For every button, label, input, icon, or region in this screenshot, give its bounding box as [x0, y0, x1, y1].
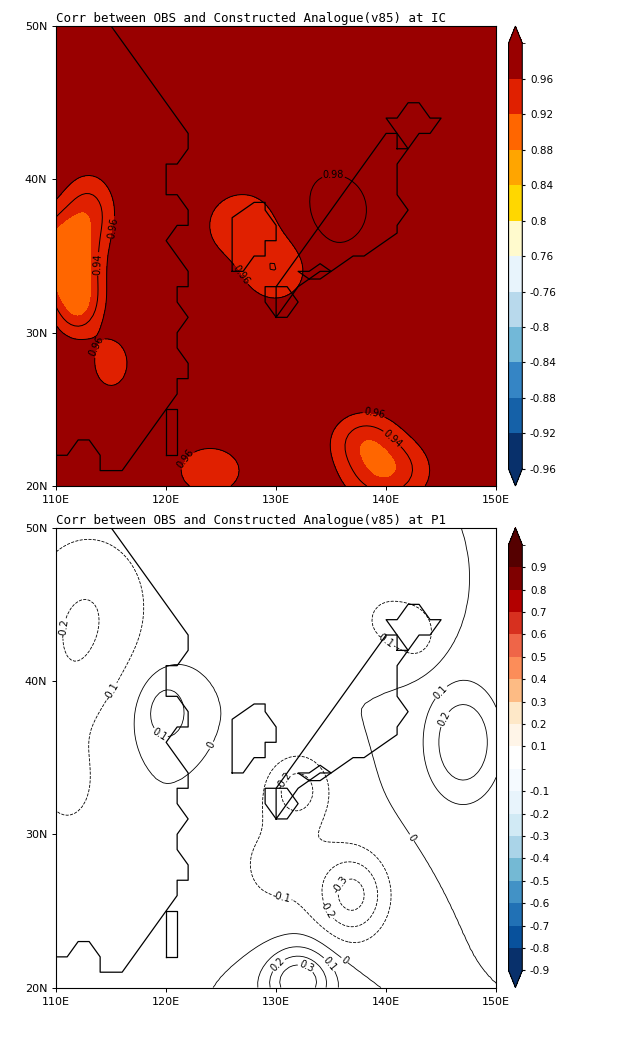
Text: 0.96: 0.96 [175, 447, 196, 470]
Text: -0.2: -0.2 [318, 900, 336, 921]
PathPatch shape [509, 26, 522, 43]
Text: -0.1: -0.1 [271, 889, 292, 904]
Text: 0.2: 0.2 [436, 710, 452, 728]
Text: 0.96: 0.96 [363, 407, 386, 421]
Text: 0.96: 0.96 [87, 334, 106, 358]
Text: -0.2: -0.2 [275, 770, 294, 791]
Text: -0.1: -0.1 [102, 681, 120, 702]
PathPatch shape [509, 469, 522, 486]
PathPatch shape [509, 971, 522, 988]
Text: 0.96: 0.96 [231, 263, 251, 286]
Text: 0.1: 0.1 [432, 683, 449, 701]
Text: 0.96: 0.96 [107, 216, 120, 239]
Text: -0.1: -0.1 [374, 631, 396, 650]
Text: 0: 0 [339, 954, 350, 966]
Text: -0.3: -0.3 [331, 875, 350, 896]
Text: 0.1: 0.1 [150, 726, 168, 743]
Text: 0: 0 [205, 740, 217, 750]
Text: 0: 0 [406, 833, 418, 843]
Text: Corr between OBS and Constructed Analogue(v85) at IC: Corr between OBS and Constructed Analogu… [56, 11, 446, 25]
Text: 0.1: 0.1 [321, 955, 338, 973]
Text: -0.2: -0.2 [57, 619, 70, 638]
Text: 0.94: 0.94 [92, 253, 103, 275]
Text: 0.3: 0.3 [297, 959, 315, 975]
Text: 0.2: 0.2 [269, 956, 287, 974]
Text: Corr between OBS and Constructed Analogue(v85) at P1: Corr between OBS and Constructed Analogu… [56, 513, 446, 527]
PathPatch shape [509, 528, 522, 544]
Text: 0.94: 0.94 [381, 427, 404, 449]
Text: 0.98: 0.98 [323, 169, 344, 180]
